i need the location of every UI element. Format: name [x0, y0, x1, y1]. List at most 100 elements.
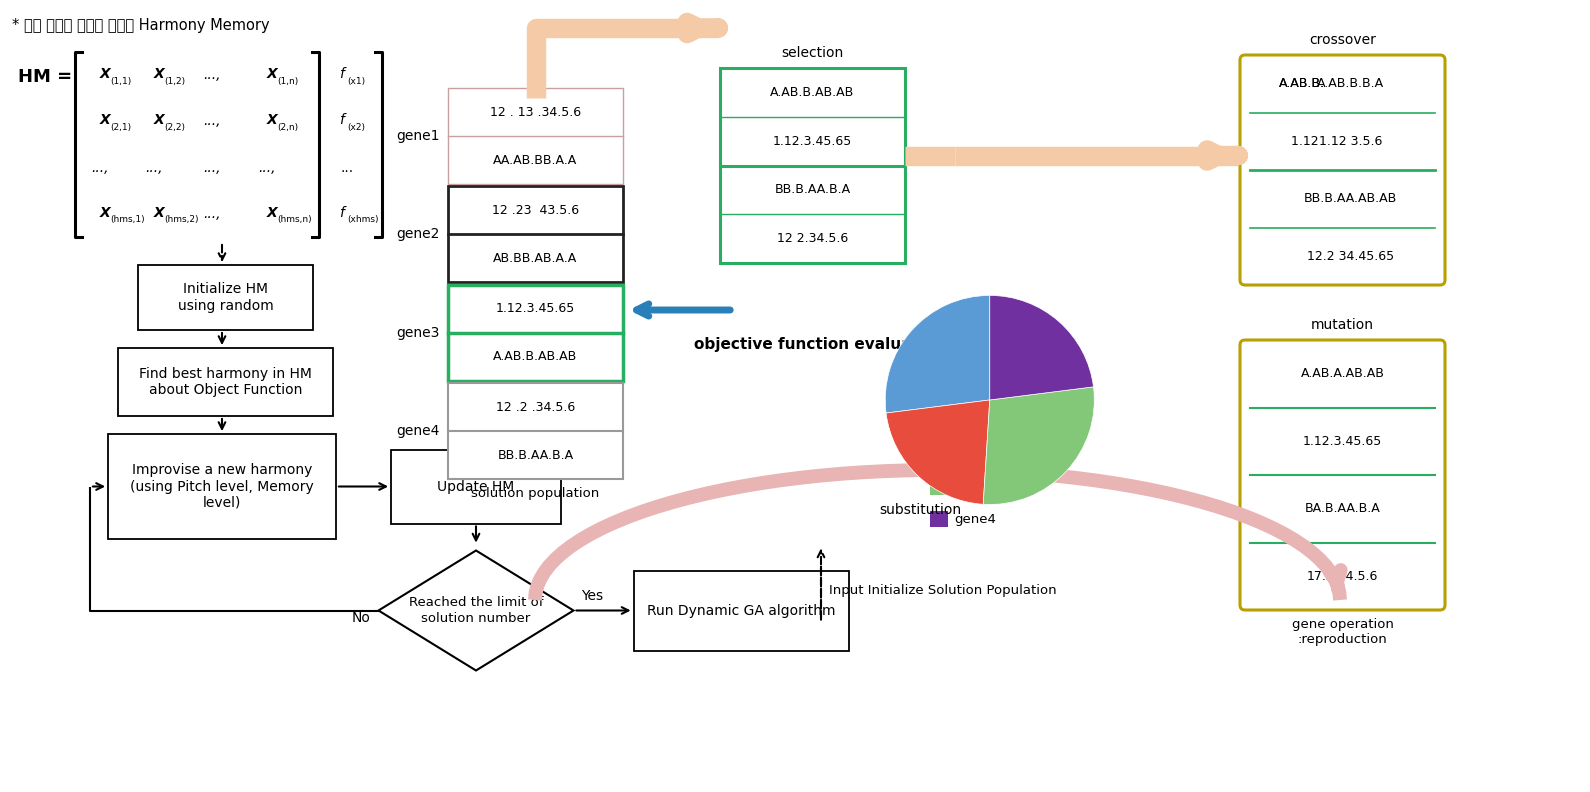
Text: BB.B.AA.B.A: BB.B.AA.B.A	[774, 184, 851, 196]
Text: X: X	[267, 67, 278, 81]
Text: gene2: gene2	[396, 227, 440, 242]
Text: (x2): (x2)	[348, 123, 366, 132]
Bar	[930, 415, 948, 431]
Text: mutation: mutation	[1312, 318, 1374, 332]
Text: A.AB.B.AB.AB: A.AB.B.AB.AB	[493, 350, 577, 364]
Text: AA.AB.BB.A.A: AA.AB.BB.A.A	[493, 154, 577, 166]
Text: X: X	[154, 206, 165, 220]
Bar	[930, 511, 948, 527]
Text: A.AB.B.B.A: A.AB.B.B.A	[1317, 78, 1383, 90]
Bar	[720, 68, 905, 263]
Text: AB.BB.AB.A.A: AB.BB.AB.A.A	[493, 252, 577, 265]
Text: BB.B.AA.B.A: BB.B.AA.B.A	[498, 449, 574, 462]
Wedge shape	[886, 295, 989, 413]
Text: gene1: gene1	[396, 129, 440, 143]
Bar	[118, 348, 332, 416]
Text: Reached the limit of
solution number: Reached the limit of solution number	[409, 596, 544, 625]
Text: ...,: ...,	[145, 161, 162, 174]
Bar	[138, 265, 313, 330]
Text: 12.2 34.45.65: 12.2 34.45.65	[1307, 249, 1394, 263]
Text: BA.B.AA.B.A: BA.B.AA.B.A	[1305, 502, 1380, 516]
Text: (2,n): (2,n)	[277, 123, 299, 132]
Text: (xhms): (xhms)	[348, 215, 378, 224]
Text: X: X	[154, 67, 165, 81]
Text: A.AB.A.AB.AB: A.AB.A.AB.AB	[1301, 367, 1385, 380]
Bar	[448, 186, 623, 283]
Text: 17.2.34.5.6: 17.2.34.5.6	[1307, 569, 1379, 583]
Bar	[391, 450, 561, 524]
Text: A.AB.B.: A.AB.B.	[1278, 78, 1324, 90]
Text: 1.12.3.45.65: 1.12.3.45.65	[496, 303, 576, 315]
Text: Run Dynamic GA algorithm: Run Dynamic GA algorithm	[647, 604, 835, 618]
Text: X: X	[154, 113, 165, 128]
Text: 1.12.3.45.65: 1.12.3.45.65	[773, 135, 852, 147]
Text: (2,2): (2,2)	[164, 123, 184, 132]
Bar	[448, 88, 623, 184]
Text: gene operation
:reproduction: gene operation :reproduction	[1291, 618, 1393, 646]
Bar	[448, 285, 623, 381]
Bar	[930, 447, 948, 463]
Wedge shape	[989, 295, 1094, 400]
Wedge shape	[886, 400, 989, 505]
Text: 1.12.3.45.65: 1.12.3.45.65	[1302, 435, 1382, 447]
Text: Initialize HM
using random: Initialize HM using random	[178, 283, 273, 313]
Text: gene1: gene1	[954, 417, 995, 429]
Text: gene3: gene3	[396, 326, 440, 340]
Text: objective function evaluation: objective function evaluation	[695, 337, 946, 352]
Text: f: f	[340, 67, 345, 81]
Text: ...,: ...,	[91, 161, 108, 174]
Text: A.AB.B.: A.AB.B.	[1278, 78, 1324, 90]
Text: HM =: HM =	[17, 68, 72, 86]
Text: Improvise a new harmony
(using Pitch level, Memory
level): Improvise a new harmony (using Pitch lev…	[130, 463, 313, 510]
Text: (1,2): (1,2)	[164, 77, 184, 86]
Bar	[108, 434, 335, 539]
Text: 12 2.34.5.6: 12 2.34.5.6	[778, 232, 847, 246]
Text: ...,: ...,	[204, 207, 221, 221]
Text: 12 .23  43.5.6: 12 .23 43.5.6	[491, 204, 579, 217]
Text: X: X	[100, 67, 111, 81]
Text: ...,: ...,	[204, 161, 221, 174]
Text: gene4: gene4	[396, 425, 440, 438]
Text: X: X	[100, 206, 111, 220]
Text: A.AB.B.AB.AB: A.AB.B.AB.AB	[771, 86, 855, 99]
Text: ...: ...	[340, 161, 355, 174]
FancyBboxPatch shape	[1240, 55, 1445, 285]
Text: f: f	[340, 113, 345, 128]
Text: (hms,n): (hms,n)	[277, 215, 312, 224]
Text: X: X	[267, 206, 278, 220]
Text: X: X	[100, 113, 111, 128]
Text: solution population: solution population	[471, 486, 599, 500]
Text: ...,: ...,	[258, 161, 275, 174]
Text: selection: selection	[781, 46, 844, 60]
Text: BB.B.AA.AB.AB: BB.B.AA.AB.AB	[1304, 192, 1398, 205]
Text: substitution: substitution	[879, 503, 960, 517]
FancyBboxPatch shape	[1240, 340, 1445, 610]
Text: (x1): (x1)	[348, 77, 366, 86]
Text: gene3: gene3	[954, 481, 995, 493]
Wedge shape	[983, 386, 1094, 505]
Text: 12 . 13 .34.5.6: 12 . 13 .34.5.6	[490, 105, 580, 119]
Text: Input Initialize Solution Population: Input Initialize Solution Population	[828, 584, 1057, 597]
Text: Update HM: Update HM	[437, 479, 515, 493]
Text: 1.12: 1.12	[1291, 135, 1323, 148]
Text: (2,1): (2,1)	[110, 123, 130, 132]
Text: Yes: Yes	[582, 588, 604, 603]
Text: (1,1): (1,1)	[110, 77, 132, 86]
Text: gene4: gene4	[954, 512, 995, 526]
Polygon shape	[378, 550, 574, 671]
Text: (hms,2): (hms,2)	[164, 215, 199, 224]
Text: 1.12 3.5.6: 1.12 3.5.6	[1318, 135, 1382, 148]
Text: X: X	[267, 113, 278, 128]
Bar	[930, 479, 948, 495]
Text: ...,: ...,	[204, 114, 221, 128]
Text: f: f	[340, 206, 345, 220]
Text: Find best harmony in HM
about Object Function: Find best harmony in HM about Object Fun…	[138, 367, 312, 397]
Text: 12 .2 .34.5.6: 12 .2 .34.5.6	[496, 401, 576, 413]
Text: No: No	[351, 611, 370, 626]
Bar	[633, 570, 849, 650]
Text: gene2: gene2	[954, 448, 995, 462]
Bar	[448, 383, 623, 479]
Text: (1,n): (1,n)	[277, 77, 299, 86]
Text: * 해의 구성을 행렬로 표시한 Harmony Memory: * 해의 구성을 행렬로 표시한 Harmony Memory	[13, 18, 270, 33]
Text: crossover: crossover	[1309, 33, 1375, 47]
